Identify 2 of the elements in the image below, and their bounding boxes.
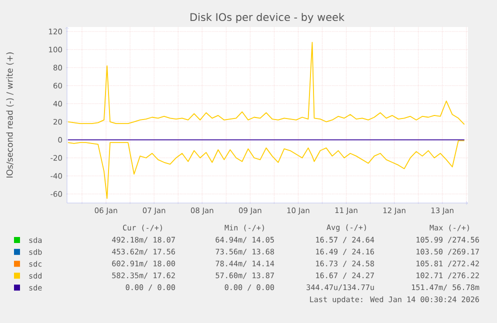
chart-title: Disk IOs per device - by week: [190, 12, 344, 24]
y-axis-title: IOs/second read (-) / write (+): [6, 52, 14, 178]
